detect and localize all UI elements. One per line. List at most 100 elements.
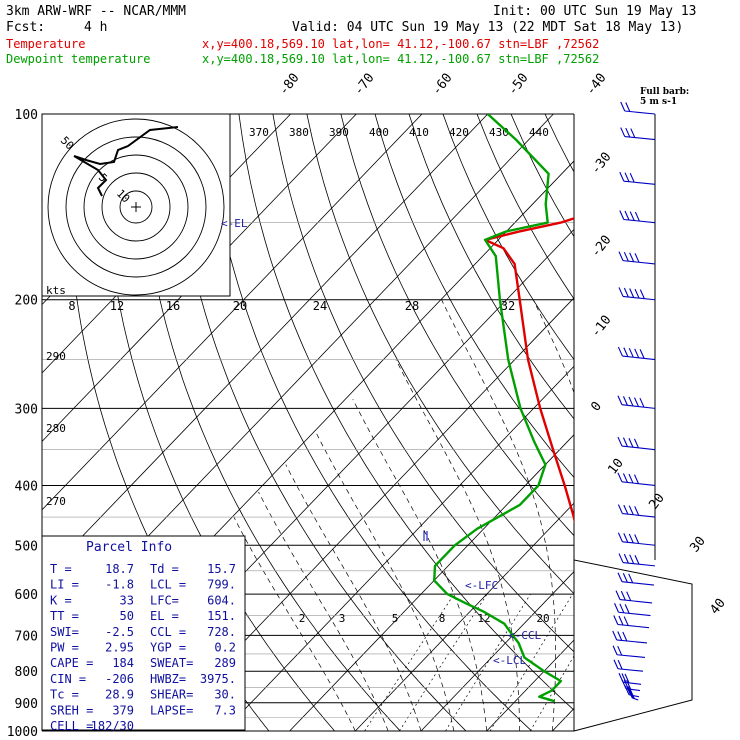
wind-barb	[618, 672, 642, 685]
moist-adiabat-line	[532, 299, 574, 394]
isotherm-line	[42, 114, 489, 579]
hodograph-ring	[101, 172, 171, 242]
theta-label: 400	[369, 126, 389, 139]
theta-label: 440	[529, 126, 549, 139]
theta-label: 430	[489, 126, 509, 139]
legend-dewpoint-info: x,y=400.18,569.10 lat,lon= 41.12,-100.67…	[202, 52, 599, 66]
wind-barb	[620, 101, 656, 115]
parcel-info-cell: SHEAR=	[150, 688, 193, 702]
wind-barb	[614, 603, 651, 617]
parcel-info-cell: 2.95	[105, 641, 134, 655]
isotherm-label: -70	[351, 71, 377, 99]
parcel-info-cell: 289	[214, 656, 236, 670]
theta-side-label: 290	[46, 350, 66, 363]
lfc-marker: <-LFC	[465, 579, 498, 592]
isotherm-label: -30	[588, 150, 614, 178]
parcel-info-cell: 184	[112, 656, 134, 670]
wind-barb	[618, 251, 656, 265]
isotherm-label: 40	[707, 596, 728, 618]
parcel-info-cell: EL =	[150, 609, 179, 623]
speed-label: 20	[233, 299, 247, 313]
wind-barb	[613, 615, 650, 629]
pressure-tick-label: 100	[15, 108, 38, 123]
midlevel-wind-barb	[423, 531, 428, 541]
theta-label: 370	[249, 126, 269, 139]
moist-adiabat-line	[285, 464, 422, 731]
isotherm-line	[618, 114, 740, 731]
parcel-info-cell: 379	[112, 703, 134, 717]
parcel-info-panel: Parcel Info T = 18.7 Td = 15.7 LI = -1.8 LCL =…	[41, 535, 246, 733]
parcel-info-cell: CIN =	[50, 672, 86, 686]
mixing-ratio-line	[529, 655, 574, 731]
hodograph-trace	[73, 126, 179, 197]
isotherm-label: -60	[429, 71, 455, 99]
pressure-tick-label: 1000	[7, 725, 38, 740]
pressure-tick-label: 500	[15, 539, 38, 554]
mixing-ratio-line	[489, 593, 573, 731]
isotherm-line	[289, 434, 574, 731]
parcel-info-cell: Tc =	[50, 688, 79, 702]
wind-barb	[620, 127, 656, 141]
parcel-info-cell: PW =	[50, 641, 79, 655]
parcel-info-cell: HWBZ=	[150, 672, 186, 686]
wind-barb	[618, 287, 656, 301]
mixing-ratio-label: 20	[536, 612, 549, 625]
isotherm-label: 0	[588, 399, 605, 414]
parcel-info-cell: SWEAT=	[150, 656, 193, 670]
parcel-info-cell: 799.	[207, 578, 236, 592]
isotherm-line	[157, 297, 574, 731]
dry-adiabat-line	[647, 114, 740, 731]
isotherm-line	[355, 502, 574, 731]
legend-temperature-name: Temperature	[6, 37, 85, 51]
mixing-ratio-label: 3	[339, 612, 346, 625]
isotherm-label: 30	[687, 534, 708, 556]
hodograph-units: kts	[46, 284, 66, 297]
hodograph-ring	[47, 118, 225, 296]
dry-adiabat-line	[715, 114, 740, 731]
wind-barb	[617, 436, 656, 451]
pressure-tick-label: 800	[15, 665, 38, 680]
parcel-info-cell: Td =	[150, 562, 179, 576]
legend-temperature-info: x,y=400.18,569.10 lat,lon= 41.12,-100.67…	[202, 37, 599, 51]
pressure-tick-label: 900	[15, 697, 38, 712]
valid-time: Valid: 04 UTC Sun 19 May 13 (22 MDT Sat …	[292, 20, 683, 35]
wind-barb	[617, 504, 656, 518]
parcel-info-cell: SWI=	[50, 625, 79, 639]
model-title: 3km ARW-WRF -- NCAR/MMM	[6, 4, 186, 19]
parcel-info-cell: -206	[105, 672, 134, 686]
hodograph-ring	[83, 154, 189, 260]
wind-barb	[619, 210, 656, 224]
ccl-marker: <-CCL	[508, 629, 541, 642]
parcel-info-cell: 151.	[207, 609, 236, 623]
mixing-ratio-label: 12	[477, 612, 490, 625]
dry-adiabat-line	[681, 114, 740, 731]
isotherm-label: -40	[583, 71, 609, 99]
parcel-info-cell: CCL =	[150, 625, 186, 639]
wind-barb	[617, 472, 656, 487]
moist-adiabat-line	[233, 516, 356, 731]
hodograph-ring	[65, 136, 207, 278]
parcel-info-cell: LFC=	[150, 593, 179, 607]
dry-adiabat-line	[579, 114, 740, 731]
speed-label: 8	[68, 299, 75, 313]
isotherm-line	[420, 571, 574, 731]
wind-barb	[615, 590, 653, 604]
parcel-info-cell: K =	[50, 593, 72, 607]
wind-barb	[617, 395, 656, 409]
parcel-info-cell: 15.7	[207, 562, 236, 576]
el-marker: <-EL	[221, 217, 248, 230]
dry-adiabat-line	[613, 114, 740, 731]
parcel-info-cell: -1.8	[105, 578, 134, 592]
wind-barb	[617, 572, 655, 586]
parcel-info-cell: 7.3	[214, 703, 236, 717]
parcel-info-cell: 50	[120, 609, 134, 623]
parcel-info-cell: LI =	[50, 578, 79, 592]
parcel-info-cell: LAPSE=	[150, 703, 193, 717]
wind-barb	[618, 553, 656, 567]
wind-barb	[617, 532, 656, 546]
wind-barb	[621, 679, 641, 692]
theta-label: 420	[449, 126, 469, 139]
wind-barb	[617, 346, 656, 361]
parcel-info-cell: 3975.	[200, 672, 236, 686]
speed-label: 12	[110, 299, 124, 313]
